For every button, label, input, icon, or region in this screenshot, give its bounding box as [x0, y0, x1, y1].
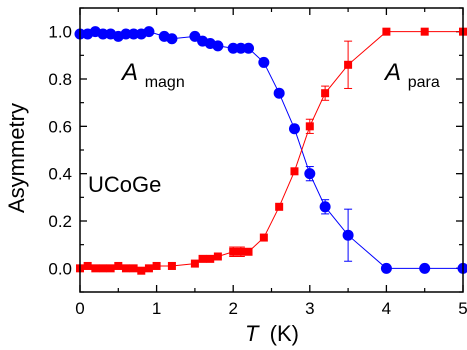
x-axis-label: T (K): [245, 321, 299, 346]
magn-label-sub: magn: [145, 74, 185, 91]
para-data-point: [321, 89, 330, 98]
para-data-point: [83, 261, 92, 270]
x-tick-label: 5: [458, 299, 467, 318]
para-data-point: [206, 254, 215, 263]
tick-marks: [79, 7, 464, 293]
x-tick-label: 0: [75, 299, 84, 318]
para-data-point: [167, 261, 176, 270]
para-data-point: [144, 264, 153, 273]
x-axis-variable: T: [245, 321, 260, 346]
para-data-point: [190, 259, 199, 268]
magn-data-point: [380, 262, 392, 274]
para-data-point: [114, 261, 123, 270]
para-data-point: [91, 264, 100, 273]
magn-data-point: [212, 40, 224, 52]
y-tick-label: 0.2: [48, 212, 72, 231]
para-data-point: [344, 60, 353, 69]
para-data-point: [382, 27, 391, 36]
magn-data-point: [342, 229, 354, 241]
magn-data-point: [120, 28, 132, 40]
plot-frame: [79, 7, 464, 293]
magn-data-point: [288, 123, 300, 135]
magn-data-point: [227, 42, 239, 54]
magn-data-point: [143, 26, 155, 38]
magn-data-point: [273, 87, 285, 99]
para-data-point: [275, 202, 284, 211]
sample-name-label: UCoGe: [88, 172, 161, 197]
para-data-point: [213, 252, 222, 261]
y-tick-label: 0.4: [48, 165, 72, 184]
y-axis-label: Asymmetry: [4, 103, 29, 213]
y-tick-label: 1.0: [48, 23, 72, 42]
magn-data-point: [258, 56, 270, 68]
para-data-point: [236, 247, 245, 256]
magn-label-main: A: [120, 59, 138, 86]
para-label-main: A: [383, 59, 401, 86]
para-series-label: A para: [383, 59, 440, 91]
magn-series-label: A magn: [120, 59, 185, 91]
para-data-point: [244, 247, 253, 256]
para-data-point: [259, 233, 268, 242]
x-tick-label: 3: [305, 299, 314, 318]
para-data-point: [106, 264, 115, 273]
magn-data-point: [128, 28, 140, 40]
x-axis-unit: (K): [270, 321, 299, 346]
magn-data-point: [319, 201, 331, 213]
para-data-point: [121, 264, 130, 273]
para-label-sub: para: [408, 74, 440, 91]
y-tick-label: 0.6: [48, 117, 72, 136]
para-data-point: [305, 122, 314, 131]
para-data-point: [137, 266, 146, 275]
magn-data-point: [243, 42, 255, 54]
y-tick-label: 0.8: [48, 70, 72, 89]
magn-data-point: [235, 42, 247, 54]
x-tick-label: 4: [382, 299, 391, 318]
x-tick-label: 2: [228, 299, 237, 318]
para-data-point: [152, 261, 161, 270]
para-data-point: [420, 27, 429, 36]
x-tick-label: 1: [152, 299, 161, 318]
para-data-point: [290, 167, 299, 176]
para-data-point: [229, 247, 238, 256]
para-data-point: [98, 264, 107, 273]
magn-data-point: [166, 33, 178, 45]
para-data-point: [129, 264, 138, 273]
magn-data-point: [304, 168, 316, 180]
y-tick-label: 0.0: [48, 259, 72, 278]
magn-data-point: [97, 28, 109, 40]
tick-labels: 0 1 2 3 4 5 0.0 0.2 0.4 0.6 0.8 1.0: [48, 23, 467, 318]
para-data-point: [198, 254, 207, 263]
magn-data-point: [419, 262, 431, 274]
